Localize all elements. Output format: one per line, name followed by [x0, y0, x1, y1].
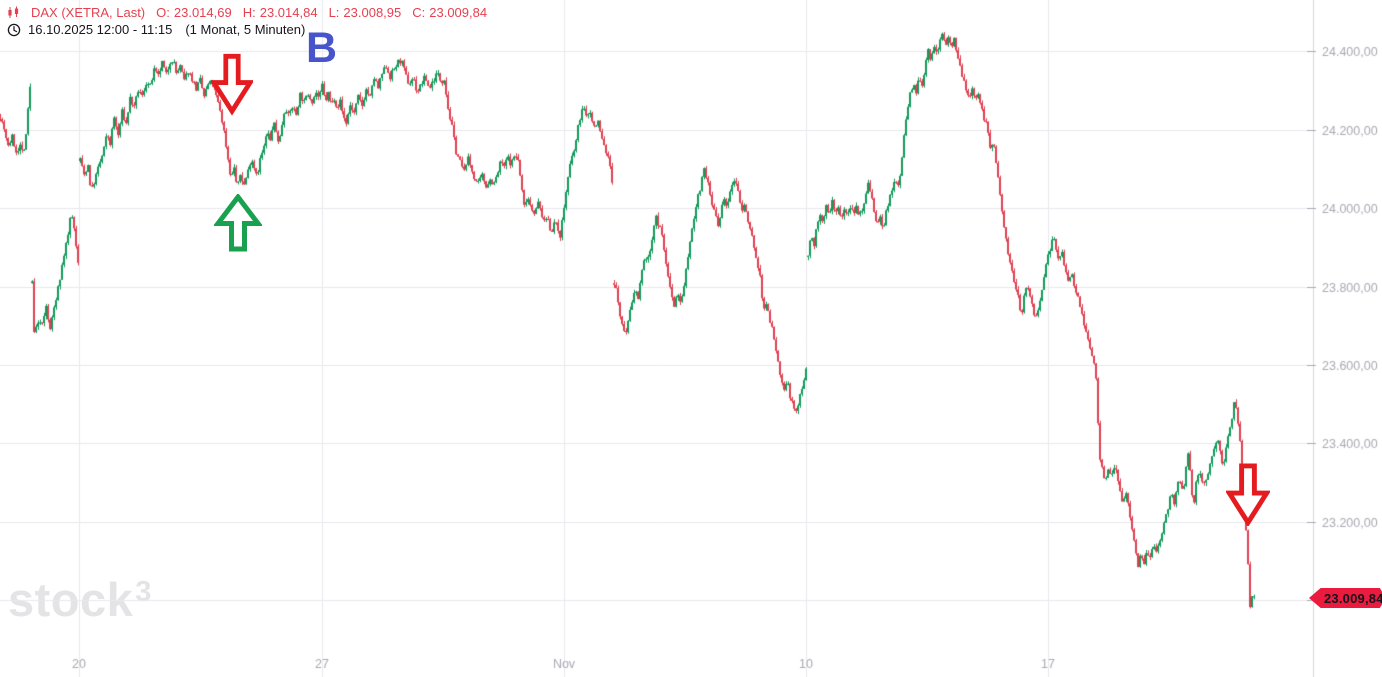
- annotation-letter-b[interactable]: B: [306, 24, 338, 72]
- quote-low: L: 23.008,95: [328, 5, 402, 20]
- last-price-tag: 23.009,84: [1309, 588, 1382, 608]
- annotation-arrow-up-green-icon[interactable]: [214, 194, 262, 252]
- annotation-arrow-down-right-icon[interactable]: [1226, 463, 1270, 526]
- chart-interval[interactable]: (1 Monat, 5 Minuten): [185, 22, 306, 37]
- annotation-arrow-down-left-icon[interactable]: [211, 52, 253, 116]
- clock-icon: [7, 23, 21, 37]
- candlestick-chart-icon: [7, 6, 20, 19]
- quote-open: O: 23.014,69: [156, 5, 232, 20]
- quote-high: H: 23.014,84: [242, 5, 318, 20]
- last-price-value: 23.009,84: [1324, 590, 1382, 606]
- quote-close: C: 23.009,84: [412, 5, 488, 20]
- instrument-header: DAX (XETRA, Last) O: 23.014,69 H: 23.014,8…: [7, 5, 487, 20]
- chart-timespan[interactable]: 16.10.2025 12:00 - 11:15: [28, 22, 173, 37]
- timeframe-header: 16.10.2025 12:00 - 11:15 (1 Monat, 5 Min…: [7, 22, 305, 37]
- instrument-name[interactable]: DAX (XETRA, Last): [31, 5, 146, 20]
